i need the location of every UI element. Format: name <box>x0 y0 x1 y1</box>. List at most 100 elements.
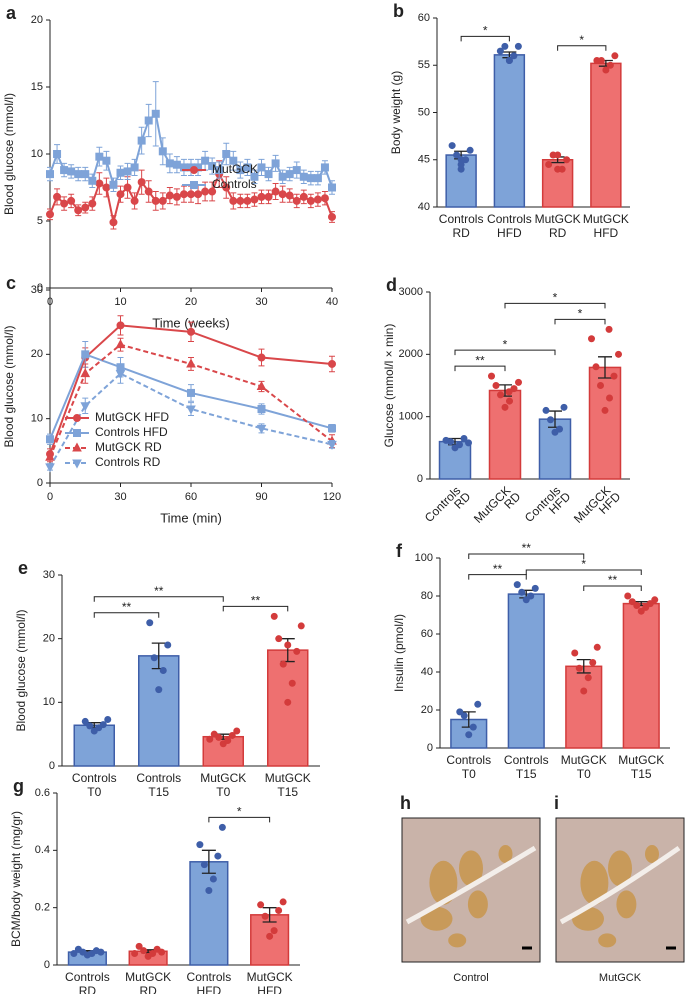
legend-marker <box>72 442 82 452</box>
marker <box>250 172 259 181</box>
marker <box>187 327 195 336</box>
data-point <box>149 950 157 958</box>
marker <box>313 195 322 204</box>
data-point <box>448 142 456 150</box>
data-point <box>104 716 112 724</box>
data-point <box>155 686 163 694</box>
data-point <box>542 406 550 414</box>
data-point <box>593 57 601 65</box>
marker <box>137 136 146 145</box>
significance-label: * <box>553 291 558 305</box>
marker <box>179 190 188 199</box>
marker <box>328 424 336 433</box>
x-axis-label: Time (min) <box>160 510 222 525</box>
marker <box>144 116 153 125</box>
x-tick-label: T15 <box>631 767 652 781</box>
significance-label: * <box>579 33 584 47</box>
marker <box>264 192 273 201</box>
significance-bracket <box>93 596 224 602</box>
x-tick-label: MutGCK <box>618 753 664 767</box>
data-point <box>592 363 600 371</box>
marker <box>53 150 62 158</box>
data-point <box>214 852 222 860</box>
data-point <box>556 425 563 433</box>
error-bar <box>576 659 591 674</box>
significance-label: ** <box>475 353 485 367</box>
marker <box>328 359 336 368</box>
marker <box>208 162 217 171</box>
x-tick-label: MutGCK <box>265 771 311 785</box>
data-point <box>571 649 579 657</box>
x-tick-label: RD <box>79 984 97 994</box>
y-tick-label: 45 <box>418 154 430 166</box>
data-point <box>605 325 613 333</box>
data-point <box>580 687 588 695</box>
y-tick-label: 0 <box>417 473 423 485</box>
panel-letter: h <box>400 793 411 813</box>
bar <box>250 914 290 966</box>
legend-marker <box>73 414 81 422</box>
marker <box>256 380 267 390</box>
data-point <box>606 61 614 69</box>
marker <box>292 166 301 175</box>
tissue-gap <box>405 845 537 925</box>
data-point <box>81 717 89 725</box>
marker <box>80 402 91 412</box>
y-tick-label: 10 <box>31 413 43 425</box>
data-point <box>456 441 463 449</box>
y-tick-label: 0.4 <box>35 844 50 856</box>
data-point <box>196 841 204 849</box>
data-point <box>593 643 601 651</box>
y-tick-label: 2000 <box>399 348 423 360</box>
data-point <box>140 947 148 955</box>
x-tick-label: T0 <box>577 767 591 781</box>
marker <box>236 196 245 205</box>
x-tick-label: Controls <box>65 970 110 984</box>
marker <box>222 150 231 158</box>
marker <box>299 192 308 201</box>
series-line <box>49 353 333 440</box>
islet <box>616 890 637 919</box>
y-tick-label: 0.2 <box>35 902 50 914</box>
x-tick-label: MutGCK <box>200 771 246 785</box>
x-tick-label: Controls <box>187 970 232 984</box>
y-tick-label: 0 <box>37 282 43 294</box>
data-point <box>209 875 217 883</box>
x-tick-label: MutGCK <box>125 970 171 984</box>
data-point <box>270 927 278 935</box>
significance-bracket <box>454 349 556 356</box>
data-point <box>288 679 296 687</box>
marker <box>320 194 329 203</box>
legend-marker <box>190 181 198 189</box>
marker <box>257 405 266 414</box>
y-tick-label: 100 <box>415 552 433 564</box>
x-tick-label: Controls <box>136 771 181 785</box>
x-tick-label: 120 <box>323 491 341 503</box>
y-tick-label: 0 <box>49 760 55 772</box>
marker <box>165 191 174 200</box>
marker <box>88 176 97 185</box>
data-point <box>228 731 236 739</box>
x-tick-label: 90 <box>255 491 267 503</box>
data-point <box>469 723 477 731</box>
data-point <box>261 912 269 920</box>
legend-marker <box>190 166 198 174</box>
bar <box>622 602 660 749</box>
data-point <box>275 635 283 643</box>
y-axis-label: Blood glucose (mmol/l) <box>2 325 16 447</box>
data-point <box>164 641 172 649</box>
data-point <box>496 47 504 55</box>
y-tick-label: 60 <box>418 12 430 24</box>
data-point <box>74 945 82 953</box>
x-tick-label: T0 <box>462 767 476 781</box>
panel-letter: f <box>396 541 403 561</box>
marker <box>306 196 315 205</box>
data-point <box>453 151 461 159</box>
y-tick-label: 40 <box>418 201 430 213</box>
panel-letter: c <box>6 273 16 293</box>
data-point <box>628 598 636 606</box>
bar <box>138 655 180 767</box>
image-caption: Control <box>453 972 488 984</box>
marker <box>130 163 139 172</box>
significance-label: * <box>503 337 508 351</box>
